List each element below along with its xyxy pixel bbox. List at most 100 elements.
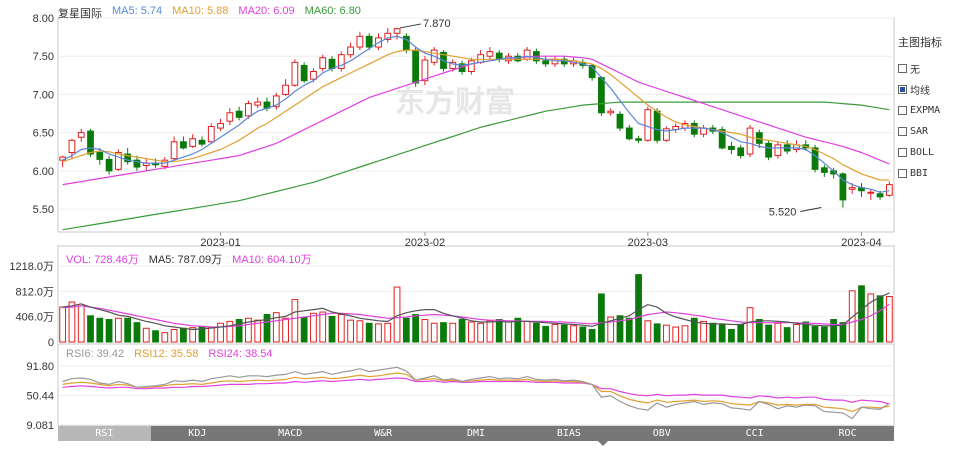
volume-bar-up (867, 293, 875, 343)
volume-bar-up (570, 325, 577, 343)
min-annotation-arrow (800, 207, 822, 213)
watermark-text: 东方财富 (395, 85, 515, 120)
volume-bar-up (291, 299, 299, 343)
candle-down (412, 49, 420, 84)
tab-wr[interactable]: W&R (374, 428, 393, 439)
checkbox-icon[interactable] (898, 106, 907, 115)
price-panel[interactable]: 7.870 5.520 (59, 18, 893, 231)
checkbox-icon[interactable] (898, 64, 907, 73)
tab-dmi[interactable]: DMI (466, 428, 486, 439)
rsi-tick-label: 9.081 (26, 420, 54, 432)
volume-ma10-line (62, 303, 890, 328)
volume-bar-up (672, 326, 680, 343)
candle-down (820, 167, 828, 173)
candle-down (124, 153, 132, 163)
volume-bar-down (96, 317, 104, 343)
volume-bar-up (384, 322, 392, 343)
candle-up (523, 49, 531, 60)
volume-bar-up (746, 307, 754, 343)
indicator-option-expma[interactable]: EXPMA (898, 100, 960, 121)
candle-up (245, 103, 252, 117)
checkbox-icon[interactable] (898, 169, 907, 178)
candle-down (625, 127, 633, 140)
volume-bar-up (551, 324, 559, 343)
candle-up (356, 35, 364, 48)
volume-bar-up (523, 320, 531, 343)
volume-bar-down (124, 317, 132, 343)
volume-bar-up (356, 320, 364, 343)
checkbox-checked-icon[interactable] (898, 85, 907, 94)
candle-up (867, 191, 875, 194)
candle-down (588, 64, 596, 79)
max-annotation-label: 7.870 (423, 18, 451, 30)
volume-bar-down (830, 319, 838, 343)
checkbox-icon[interactable] (898, 148, 907, 157)
candle-up (114, 152, 122, 170)
ma10-legend: MA10: 5.88 (172, 5, 229, 17)
candle-down (690, 122, 698, 135)
volume-bar-up (77, 305, 85, 343)
volume-bar-up (114, 317, 122, 343)
volume-bar-up (663, 324, 670, 343)
volume-bar-down (811, 325, 819, 343)
rsi-tick-label: 50.44 (26, 391, 54, 403)
volume-bar-down (755, 319, 763, 343)
tab-macd[interactable]: MACD (278, 428, 303, 439)
candle-up (77, 132, 85, 138)
vol-ma10-legend: MA10: 604.10万 (232, 254, 312, 266)
volume-bar-down (616, 315, 624, 343)
candle-down (300, 64, 308, 82)
volume-bar-down (514, 317, 522, 343)
indicator-option-none[interactable]: 无 (898, 58, 960, 79)
volume-bar-up (272, 312, 280, 343)
rsi-panel[interactable] (62, 366, 890, 420)
tab-obv[interactable]: OBV (652, 428, 671, 439)
volume-bar-up (282, 317, 289, 343)
volume-tick-label: 406.0万 (15, 312, 54, 324)
tab-rsi[interactable]: RSI (58, 426, 151, 441)
rsi6-line (62, 366, 890, 420)
volume-ma5-line (62, 292, 890, 331)
indicator-option-ma[interactable]: 均线 (898, 79, 960, 100)
ma5-line (62, 35, 890, 193)
indicator-option-bbi[interactable]: BBI (898, 163, 960, 184)
volume-bar-up (337, 314, 345, 343)
candle-up (68, 139, 76, 154)
volume-bar-up (254, 319, 262, 343)
volume-bar-down (133, 322, 141, 343)
volume-bar-down (653, 323, 661, 343)
volume-bar-down (560, 324, 568, 343)
price-tick-label: 5.50 (33, 204, 54, 216)
axis-labels: 8.00 7.50 7.00 6.50 6.00 5.50 2023-01 2023-02 20… (9, 13, 881, 432)
volume-bar-up (226, 320, 234, 343)
rsi6-legend: RSI6: 39.42 (66, 348, 125, 360)
tab-bias[interactable]: BIAS (556, 428, 581, 439)
volume-bar-down (765, 324, 772, 343)
rsi12-legend: RSI12: 35.58 (134, 348, 199, 360)
candle-down (328, 58, 336, 69)
candle-up (467, 60, 475, 72)
indicator-option-sar[interactable]: SAR (898, 121, 960, 142)
tab-kdj[interactable]: KDJ (188, 428, 207, 439)
volume-bar-down (263, 314, 271, 343)
volume-bar-up (644, 320, 652, 343)
max-annotation-arrow (399, 23, 422, 29)
volume-bar-down (588, 329, 596, 343)
checkbox-icon[interactable] (898, 127, 907, 136)
volume-bar-up (245, 317, 252, 343)
tab-more-arrow-icon[interactable] (598, 441, 608, 446)
volume-panel[interactable] (59, 274, 893, 343)
indicator-option-boll[interactable]: BOLL (898, 142, 960, 163)
tab-cci[interactable]: CCI (745, 428, 764, 439)
volume-bar-up (142, 327, 150, 343)
candle-up (663, 128, 670, 141)
volume-bar-up (189, 327, 197, 343)
volume-bar-up (375, 323, 382, 343)
vol-ma5-legend: MA5: 787.09万 (148, 254, 223, 266)
tab-roc[interactable]: ROC (838, 428, 857, 439)
candle-up (207, 126, 215, 143)
candle-down (598, 77, 605, 114)
volume-bar-up (161, 332, 169, 343)
volume-bar-up (774, 322, 782, 343)
volume-bar-up (170, 329, 178, 343)
